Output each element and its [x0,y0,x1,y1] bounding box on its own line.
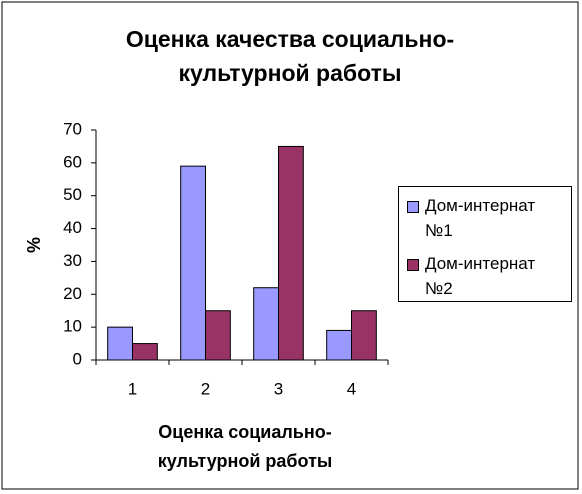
x-tick-label: 4 [347,379,356,398]
legend-label: Дом-интернат №2 [425,254,536,298]
legend: Дом-интернат №1 Дом-интернат №2 [398,186,572,302]
x-tick-label: 3 [274,379,283,398]
x-tick-label: 1 [128,379,137,398]
bar [326,329,352,361]
y-tick-label: 30 [63,251,82,270]
x-tick-label: 2 [201,379,210,398]
bar [132,343,158,361]
bar [107,326,133,361]
y-tick-label: 20 [63,284,82,303]
y-tick-label: 70 [63,119,82,138]
bar [351,310,377,361]
y-tick-label: 60 [63,152,82,171]
y-axis-title: % [24,237,44,253]
y-tick-label: 40 [63,218,82,237]
legend-swatch [407,201,419,213]
bar [205,310,231,361]
bar [180,165,206,361]
legend-swatch [407,259,419,271]
chart-title: Оценка качества социально-культурной раб… [125,26,455,86]
legend-label: Дом-интернат №1 [425,196,536,240]
x-axis-title: Оценка социально-культурной работы [157,422,333,471]
bar [278,145,304,361]
y-tick-label: 0 [73,349,82,368]
bar [253,287,279,361]
y-tick-label: 10 [63,317,82,336]
y-tick-label: 50 [63,185,82,204]
